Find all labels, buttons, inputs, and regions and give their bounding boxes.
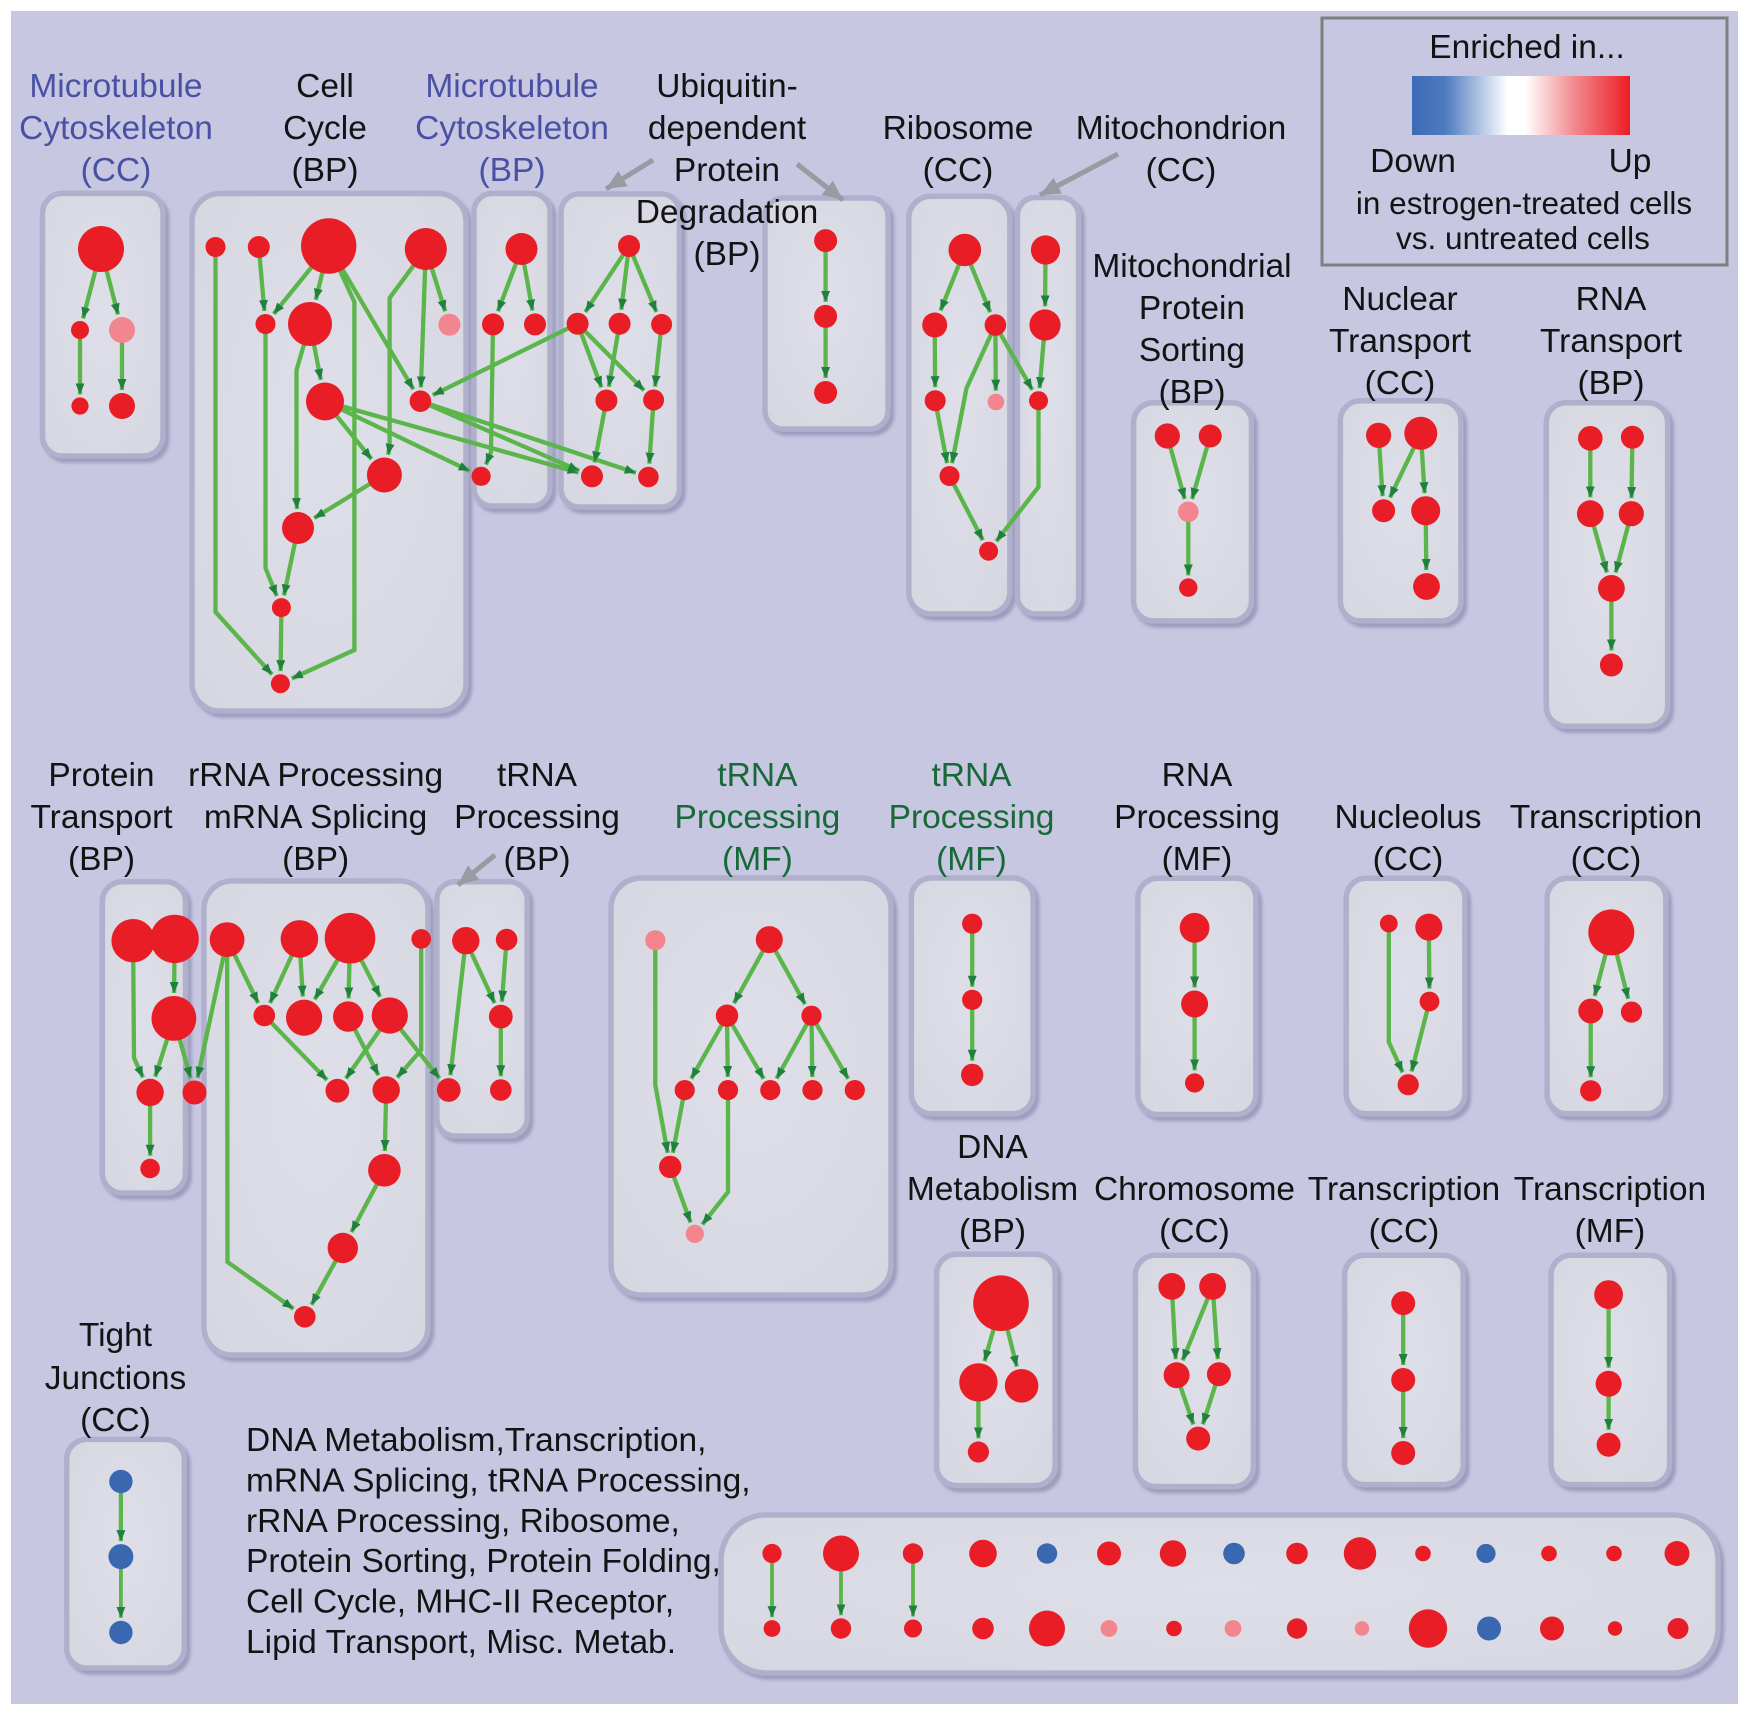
svg-text:Protein: Protein [674,152,780,189]
svg-text:Transport: Transport [1540,323,1683,360]
svg-text:Microtubule: Microtubule [425,68,598,105]
svg-text:Transport: Transport [1329,323,1472,360]
svg-text:Mitochondrial: Mitochondrial [1092,248,1291,285]
svg-text:Cell Cycle, MHC-II Receptor,: Cell Cycle, MHC-II Receptor, [246,1584,674,1621]
svg-text:Processing: Processing [675,799,841,836]
svg-text:(CC): (CC) [1365,365,1436,402]
svg-text:Microtubule: Microtubule [29,68,202,105]
svg-text:Cytoskeleton: Cytoskeleton [19,110,213,147]
svg-text:(BP): (BP) [694,236,761,273]
svg-text:(BP): (BP) [68,841,135,878]
svg-text:(MF): (MF) [1162,841,1233,878]
svg-text:Processing: Processing [454,799,620,836]
svg-text:(BP): (BP) [282,841,349,878]
svg-text:Nuclear: Nuclear [1342,281,1457,318]
svg-text:Cell: Cell [296,68,354,105]
svg-text:(CC): (CC) [1373,841,1444,878]
svg-text:Transport: Transport [30,799,173,836]
svg-text:RNA: RNA [1162,757,1233,794]
svg-text:(CC): (CC) [1146,152,1217,189]
svg-text:tRNA: tRNA [717,757,798,794]
svg-text:Nucleolus: Nucleolus [1334,799,1481,836]
svg-text:Sorting: Sorting [1139,332,1245,369]
svg-text:Protein: Protein [48,757,154,794]
svg-text:(BP): (BP) [1578,365,1645,402]
svg-text:(BP): (BP) [292,152,359,189]
svg-text:Lipid Transport, Misc. Metab.: Lipid Transport, Misc. Metab. [246,1624,676,1661]
svg-text:Transcription: Transcription [1510,799,1702,836]
svg-text:DNA Metabolism,Transcription,: DNA Metabolism,Transcription, [246,1422,706,1459]
svg-text:(MF): (MF) [722,841,793,878]
svg-text:(CC): (CC) [1159,1213,1230,1250]
svg-text:Cycle: Cycle [283,110,367,147]
svg-text:Tight: Tight [79,1317,153,1354]
svg-text:in estrogen-treated cells: in estrogen-treated cells [1356,185,1692,221]
svg-text:(BP): (BP) [959,1213,1026,1250]
svg-text:mRNA Splicing: mRNA Splicing [204,799,427,836]
svg-text:Cytoskeleton: Cytoskeleton [415,110,609,147]
svg-text:(MF): (MF) [936,841,1007,878]
svg-text:Protein: Protein [1139,290,1245,327]
svg-text:(MF): (MF) [1575,1213,1646,1250]
svg-text:(BP): (BP) [479,152,546,189]
svg-text:Transcription: Transcription [1514,1171,1706,1208]
svg-text:tRNA: tRNA [931,757,1012,794]
svg-text:tRNA: tRNA [497,757,578,794]
svg-text:Protein Sorting, Protein Foldi: Protein Sorting, Protein Folding, [246,1543,721,1580]
svg-text:Degradation: Degradation [636,194,819,231]
svg-text:vs. untreated cells: vs. untreated cells [1396,220,1650,256]
svg-text:dependent: dependent [648,110,807,147]
svg-text:(CC): (CC) [923,152,994,189]
svg-text:Processing: Processing [889,799,1055,836]
svg-text:RNA: RNA [1576,281,1647,318]
svg-text:DNA: DNA [957,1129,1028,1166]
svg-text:Chromosome: Chromosome [1094,1171,1295,1208]
svg-text:Metabolism: Metabolism [907,1171,1078,1208]
svg-text:(BP): (BP) [1159,374,1226,411]
svg-text:(BP): (BP) [504,841,571,878]
svg-text:(CC): (CC) [1571,841,1642,878]
svg-text:(CC): (CC) [1369,1213,1440,1250]
svg-text:mRNA Splicing, tRNA Processing: mRNA Splicing, tRNA Processing, [246,1462,751,1499]
svg-text:rRNA Processing, Ribosome,: rRNA Processing, Ribosome, [246,1503,680,1540]
svg-text:Transcription: Transcription [1308,1171,1500,1208]
svg-text:Mitochondrion: Mitochondrion [1076,110,1286,147]
svg-text:(CC): (CC) [81,152,152,189]
svg-text:Up: Up [1609,143,1652,180]
svg-text:Enriched in...: Enriched in... [1429,29,1625,66]
svg-text:rRNA Processing: rRNA Processing [188,757,443,794]
svg-text:Processing: Processing [1114,799,1280,836]
svg-text:Ribosome: Ribosome [883,110,1034,147]
svg-text:Junctions: Junctions [45,1360,187,1397]
svg-text:Ubiquitin-: Ubiquitin- [656,68,798,105]
svg-text:Down: Down [1370,143,1456,180]
svg-text:(CC): (CC) [80,1402,151,1439]
